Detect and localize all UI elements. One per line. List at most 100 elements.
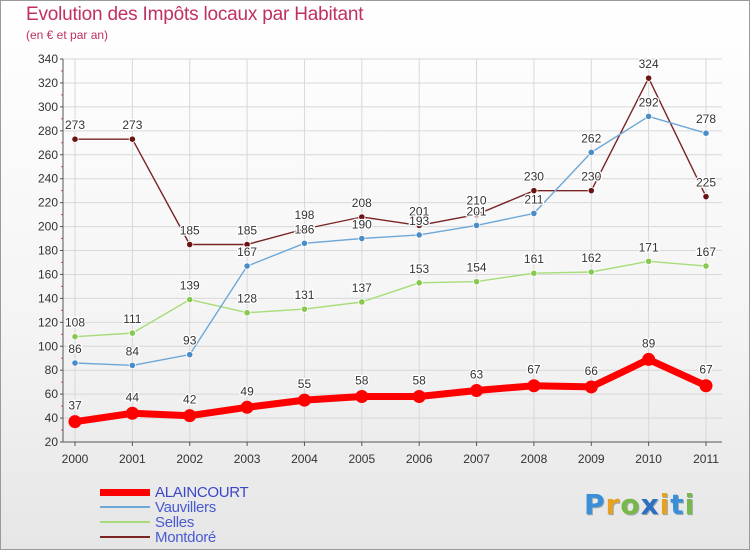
- data-label: 55: [298, 377, 312, 391]
- data-point: [358, 234, 366, 243]
- y-tick-label: 20: [45, 435, 59, 449]
- legend-swatch: [100, 489, 150, 496]
- data-label: 210: [467, 194, 487, 208]
- data-label: 139: [180, 279, 200, 293]
- data-label: 67: [699, 363, 713, 377]
- x-tick-label: 2008: [521, 452, 548, 466]
- data-label: 225: [696, 176, 716, 190]
- data-point: [240, 400, 254, 414]
- data-point: [243, 240, 251, 249]
- data-label: 67: [527, 363, 541, 377]
- y-tick-label: 240: [38, 172, 58, 186]
- data-label: 171: [639, 240, 659, 254]
- data-point: [702, 129, 710, 137]
- data-label: 273: [122, 118, 142, 132]
- data-label: 186: [294, 222, 314, 236]
- data-label: 111: [123, 312, 142, 326]
- data-point: [355, 390, 369, 404]
- logo-letter: P: [584, 488, 606, 521]
- data-point: [699, 379, 713, 393]
- data-point: [300, 225, 309, 233]
- data-point: [68, 415, 82, 429]
- data-label: 324: [639, 57, 659, 71]
- y-tick-label: 280: [38, 124, 58, 138]
- data-label: 162: [581, 251, 601, 265]
- series-group: [68, 74, 713, 429]
- data-point: [183, 409, 197, 423]
- data-label: 262: [581, 131, 601, 145]
- data-point: [125, 406, 139, 420]
- data-label: 211: [524, 192, 543, 206]
- data-point: [358, 298, 366, 306]
- data-label: 154: [467, 261, 487, 275]
- data-label: 108: [65, 316, 85, 330]
- data-point: [530, 187, 538, 195]
- x-tick-label: 2007: [463, 452, 490, 466]
- data-label: 273: [65, 118, 85, 132]
- data-label: 230: [524, 170, 544, 184]
- data-point: [702, 262, 710, 270]
- y-tick-label: 100: [38, 339, 58, 353]
- y-tick-label: 260: [38, 148, 58, 162]
- data-point: [300, 239, 309, 247]
- y-tick-label: 140: [38, 291, 58, 305]
- x-tick-label: 2003: [234, 452, 261, 466]
- chart-subtitle: (en € et par an): [26, 28, 109, 42]
- data-point: [71, 359, 79, 367]
- data-label: 167: [696, 245, 716, 259]
- data-point: [472, 278, 481, 286]
- data-point: [186, 240, 194, 249]
- series-line: [74, 77, 707, 246]
- logo-letter: x: [640, 488, 660, 521]
- data-label: 161: [524, 252, 544, 266]
- data-label: 84: [126, 344, 140, 358]
- y-tick-label: 120: [38, 315, 58, 329]
- data-label: 278: [696, 112, 716, 126]
- data-point: [415, 231, 423, 239]
- data-label: 42: [183, 393, 197, 407]
- data-point: [243, 309, 251, 317]
- data-label: 58: [355, 374, 369, 388]
- legend-label: Selles: [155, 514, 195, 531]
- x-tick-label: 2001: [119, 452, 146, 466]
- data-point: [300, 305, 309, 313]
- data-label: 66: [585, 364, 599, 378]
- axes: 20 40 60 80 100 120 140 160 180 200 220 240 260 280 30…: [38, 52, 722, 466]
- data-point: [243, 262, 251, 270]
- x-tick-label: 2000: [62, 452, 89, 466]
- logo-letter: t: [670, 488, 685, 521]
- data-point: [128, 361, 136, 369]
- data-point: [584, 380, 598, 394]
- data-point: [71, 333, 79, 341]
- data-point: [412, 390, 426, 404]
- data-point: [702, 193, 710, 201]
- y-tick-label: 220: [38, 196, 58, 210]
- series-line: [71, 355, 710, 426]
- x-tick-label: 2005: [348, 452, 375, 466]
- series-line: [74, 115, 707, 367]
- data-label: 167: [237, 245, 257, 259]
- data-point: [587, 148, 595, 156]
- grid: [63, 58, 722, 443]
- data-label: 185: [237, 224, 257, 238]
- y-tick-label: 300: [38, 100, 58, 114]
- logo-letter: i: [659, 488, 671, 521]
- data-label: 58: [413, 374, 427, 388]
- data-label: 86: [68, 342, 82, 356]
- y-tick-label: 200: [38, 220, 58, 234]
- legend-label: ALAINCOURT: [155, 484, 249, 501]
- data-point: [472, 210, 481, 219]
- data-point: [587, 268, 595, 276]
- x-tick-label: 2004: [291, 452, 318, 466]
- legend-swatch: [100, 506, 150, 508]
- data-point: [358, 213, 366, 221]
- legend-label: Vauvillers: [155, 499, 216, 516]
- data-label: 193: [409, 214, 429, 228]
- legend-label: Montdoré: [155, 529, 216, 546]
- data-point: [470, 384, 484, 398]
- y-tick-label: 60: [45, 387, 59, 401]
- data-point: [415, 221, 423, 229]
